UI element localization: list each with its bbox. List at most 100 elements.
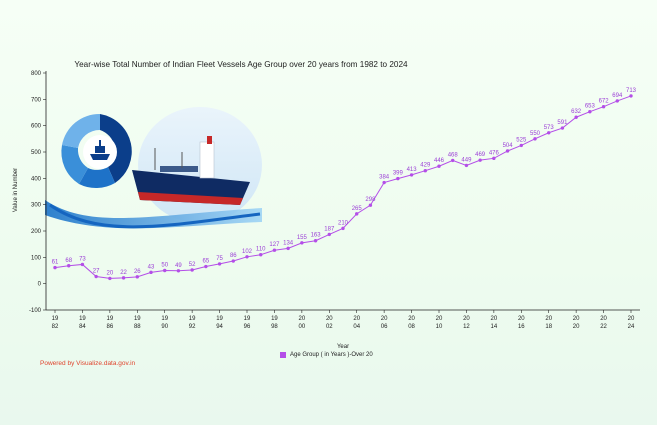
data-label: 469 [475,152,486,158]
data-label: 134 [283,240,294,246]
data-point [519,143,523,148]
data-label: 591 [557,120,568,126]
x-tick-label: 02 [326,324,333,330]
data-label: 43 [148,264,155,270]
x-tick-label: 20 [463,316,470,322]
data-label: 210 [338,220,349,226]
data-point [341,226,345,231]
y-tick-label: 200 [31,229,42,235]
data-point [601,105,606,109]
data-point [327,232,331,237]
data-point [478,158,482,162]
data-point [67,264,71,268]
data-point [80,262,85,267]
data-point [272,248,277,252]
data-point [204,264,208,269]
x-axis-label: Year [337,344,349,350]
x-tick-label: 20 [299,316,306,322]
data-label: 525 [516,137,527,143]
x-tick-label: 00 [299,324,306,330]
data-label: 52 [189,262,196,268]
data-label: 163 [311,233,322,239]
x-tick-label: 20 [353,316,360,322]
data-label: 20 [107,270,114,276]
data-point [533,137,537,141]
x-tick-label: 08 [408,324,415,330]
data-point [313,239,318,243]
data-label: 65 [203,259,210,265]
data-point [547,131,551,135]
data-label: 694 [612,93,623,99]
data-point [217,262,222,266]
data-point [615,99,619,103]
data-point [163,268,167,273]
data-label: 449 [461,157,472,163]
data-point [245,255,249,259]
x-tick-label: 06 [381,324,388,330]
data-point [231,259,235,263]
data-point [259,253,263,257]
x-tick-label: 20 [436,316,443,322]
y-tick-label: 100 [31,255,42,261]
data-point [355,212,359,216]
data-label: 653 [585,104,596,110]
data-label: 127 [269,242,280,248]
x-tick-label: 19 [161,316,168,322]
x-tick-label: 90 [161,324,168,330]
data-label: 22 [120,270,127,276]
data-point [176,269,181,273]
data-label: 61 [52,260,59,266]
x-tick-label: 19 [52,316,59,322]
data-label: 187 [324,226,335,232]
x-tick-label: 10 [436,324,443,330]
y-axis-label: Value in Number [13,168,19,212]
x-tick-label: 94 [216,324,223,330]
data-point [464,163,469,168]
data-label: 399 [393,171,404,177]
legend[interactable]: Age Group ( in Years )-Over 20 [280,352,373,358]
data-point [588,110,592,114]
donut-emblem [61,113,132,189]
data-point [121,276,126,280]
chart-title: Year-wise Total Number of Indian Fleet V… [74,60,408,69]
credit-link[interactable]: Powered by Visualize.data.gov.in [40,360,136,367]
data-point [492,156,496,161]
axes: -100010020030040050060070080019821984198… [29,71,640,330]
data-label: 265 [352,206,363,212]
x-tick-label: 16 [518,324,525,330]
data-label: 713 [626,88,637,94]
data-label: 476 [489,150,500,156]
x-tick-label: 19 [244,316,251,322]
data-point [560,126,565,130]
x-tick-label: 19 [134,316,141,322]
x-tick-label: 19 [189,316,196,322]
y-tick-label: -100 [29,308,42,314]
data-point [108,276,112,281]
data-point [437,164,441,168]
data-label: 550 [530,131,541,137]
data-label: 446 [434,158,445,164]
data-label: 110 [256,247,266,253]
x-tick-label: 96 [244,324,251,330]
x-tick-label: 20 [600,316,607,322]
x-tick-label: 20 [326,316,333,322]
x-tick-label: 18 [545,324,552,330]
data-label: 672 [599,99,610,105]
y-tick-label: 500 [31,150,42,156]
data-label: 75 [216,256,223,262]
x-tick-label: 14 [491,324,498,330]
x-tick-label: 20 [628,316,635,322]
data-point [135,275,139,279]
y-tick-label: 800 [31,71,42,77]
data-label: 573 [544,125,555,131]
x-tick-label: 22 [600,324,607,330]
data-point [94,274,98,279]
x-tick-label: 20 [573,316,580,322]
data-point [190,268,194,272]
y-tick-label: 700 [31,97,42,103]
x-tick-label: 20 [518,316,525,322]
y-tick-label: 600 [31,124,42,130]
x-tick-label: 86 [107,324,114,330]
data-label: 155 [297,235,308,241]
